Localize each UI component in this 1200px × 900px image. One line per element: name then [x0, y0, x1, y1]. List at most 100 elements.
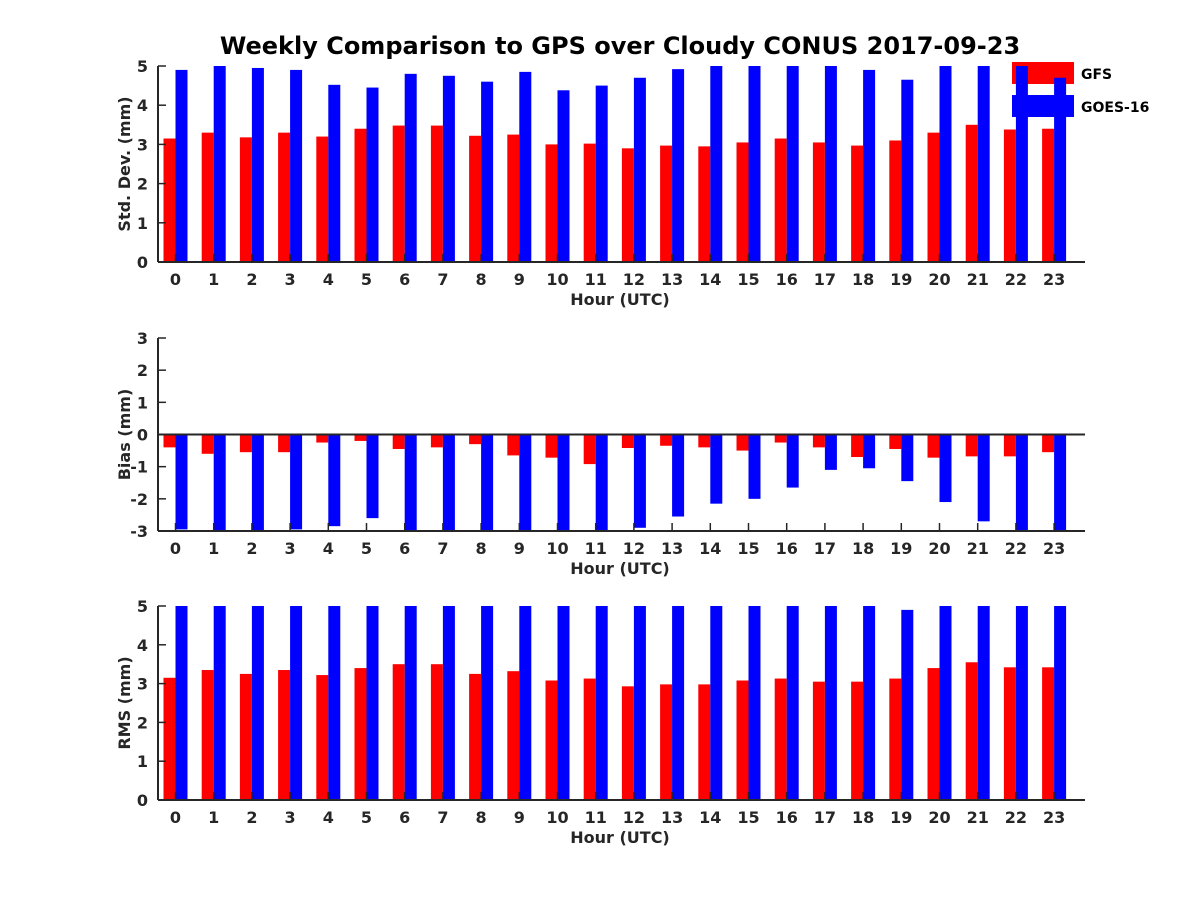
bar-gfs-rms-19 [889, 678, 902, 800]
bar-gfs-stddev-8 [469, 135, 482, 262]
y-tick-label: 3 [137, 135, 148, 154]
bar-goes-stddev-8 [481, 81, 494, 263]
x-tick-label: 0 [170, 808, 181, 827]
bar-gfs-stddev-18 [851, 145, 864, 262]
x-tick-label: 12 [623, 808, 645, 827]
bar-goes-stddev-1 [213, 66, 226, 262]
bar-gfs-bias-9 [507, 434, 520, 456]
bar-goes-stddev-16 [786, 66, 799, 262]
bar-goes-rms-4 [328, 606, 341, 800]
bar-gfs-rms-8 [469, 673, 482, 800]
bar-gfs-bias-6 [392, 434, 405, 449]
y-axis-label: Std. Dev. (mm) [115, 96, 134, 231]
x-tick-label: 18 [852, 808, 874, 827]
bar-gfs-bias-10 [545, 434, 558, 458]
x-tick-label: 1 [208, 808, 219, 827]
bar-goes-stddev-19 [901, 79, 914, 262]
bar-gfs-rms-20 [927, 668, 940, 800]
bar-goes-bias-15 [748, 434, 761, 499]
bar-goes-stddev-17 [824, 66, 837, 262]
bar-goes-bias-1 [213, 434, 226, 531]
bar-goes-rms-20 [939, 606, 952, 800]
x-tick-label: 21 [967, 270, 989, 289]
bar-goes-bias-12 [633, 434, 646, 528]
bar-goes-bias-17 [824, 434, 837, 470]
bar-goes-bias-23 [1054, 434, 1067, 531]
bar-goes-rms-14 [710, 606, 723, 800]
bar-gfs-stddev-2 [239, 137, 252, 262]
bar-gfs-rms-0 [163, 677, 176, 800]
bar-goes-rms-17 [824, 606, 837, 800]
bar-goes-bias-13 [672, 434, 685, 517]
bar-goes-stddev-0 [175, 69, 188, 262]
x-tick-label: 20 [928, 270, 950, 289]
bar-gfs-stddev-0 [163, 138, 176, 262]
x-tick-label: 17 [814, 808, 836, 827]
bar-gfs-stddev-21 [965, 124, 978, 262]
bar-goes-stddev-20 [939, 66, 952, 262]
x-tick-label: 2 [246, 539, 257, 558]
y-tick-label: 4 [137, 636, 148, 655]
bar-gfs-bias-12 [621, 434, 634, 449]
bar-goes-stddev-14 [710, 66, 723, 262]
x-tick-label: 10 [546, 539, 568, 558]
bar-gfs-stddev-5 [354, 128, 367, 262]
x-tick-label: 18 [852, 539, 874, 558]
x-tick-label: 2 [246, 808, 257, 827]
bar-goes-rms-9 [519, 606, 532, 800]
x-axis-label: Hour (UTC) [570, 828, 670, 847]
bar-gfs-rms-3 [278, 670, 291, 800]
bar-goes-bias-11 [595, 434, 608, 531]
bar-gfs-bias-11 [583, 434, 596, 465]
bar-gfs-bias-15 [736, 434, 749, 451]
bar-goes-stddev-5 [366, 87, 379, 262]
bar-goes-rms-2 [251, 606, 264, 800]
y-tick-label: 2 [137, 175, 148, 194]
chart-title: Weekly Comparison to GPS over Cloudy CON… [220, 32, 1020, 60]
x-tick-label: 14 [699, 270, 721, 289]
y-tick-label: 2 [137, 713, 148, 732]
y-tick-label: 1 [137, 393, 148, 412]
bar-goes-rms-15 [748, 606, 761, 800]
bar-gfs-bias-23 [1042, 434, 1055, 453]
bar-gfs-rms-23 [1042, 667, 1055, 800]
x-tick-label: 14 [699, 808, 721, 827]
x-tick-label: 20 [928, 539, 950, 558]
x-tick-label: 11 [585, 539, 607, 558]
y-tick-label: 4 [137, 96, 148, 115]
x-tick-label: 17 [814, 539, 836, 558]
x-tick-label: 22 [1005, 270, 1027, 289]
bar-gfs-stddev-20 [927, 132, 940, 262]
bar-goes-bias-3 [290, 434, 303, 530]
bar-gfs-bias-0 [163, 434, 176, 448]
bar-goes-bias-4 [328, 434, 341, 527]
x-tick-label: 7 [437, 270, 448, 289]
y-tick-label: 3 [137, 329, 148, 348]
bar-goes-stddev-7 [442, 75, 455, 262]
bar-goes-stddev-22 [1015, 66, 1028, 262]
bar-gfs-stddev-4 [316, 136, 329, 262]
bar-gfs-rms-7 [430, 664, 443, 800]
x-tick-label: 22 [1005, 539, 1027, 558]
bar-gfs-bias-1 [201, 434, 214, 454]
bar-gfs-bias-5 [354, 434, 367, 441]
x-tick-label: 15 [737, 539, 759, 558]
x-tick-label: 12 [623, 270, 645, 289]
bar-goes-stddev-6 [404, 73, 417, 262]
x-tick-label: 15 [737, 270, 759, 289]
x-tick-label: 3 [285, 270, 296, 289]
bar-goes-rms-18 [863, 606, 876, 800]
x-tick-label: 7 [437, 539, 448, 558]
x-tick-label: 21 [967, 808, 989, 827]
bar-goes-rms-13 [672, 606, 685, 800]
bar-gfs-rms-13 [660, 684, 673, 800]
bar-gfs-bias-4 [316, 434, 329, 443]
bar-goes-rms-5 [366, 606, 379, 800]
bar-goes-stddev-11 [595, 85, 608, 262]
bar-goes-stddev-18 [863, 69, 876, 262]
y-tick-label: -1 [130, 458, 148, 477]
x-tick-label: 5 [361, 270, 372, 289]
